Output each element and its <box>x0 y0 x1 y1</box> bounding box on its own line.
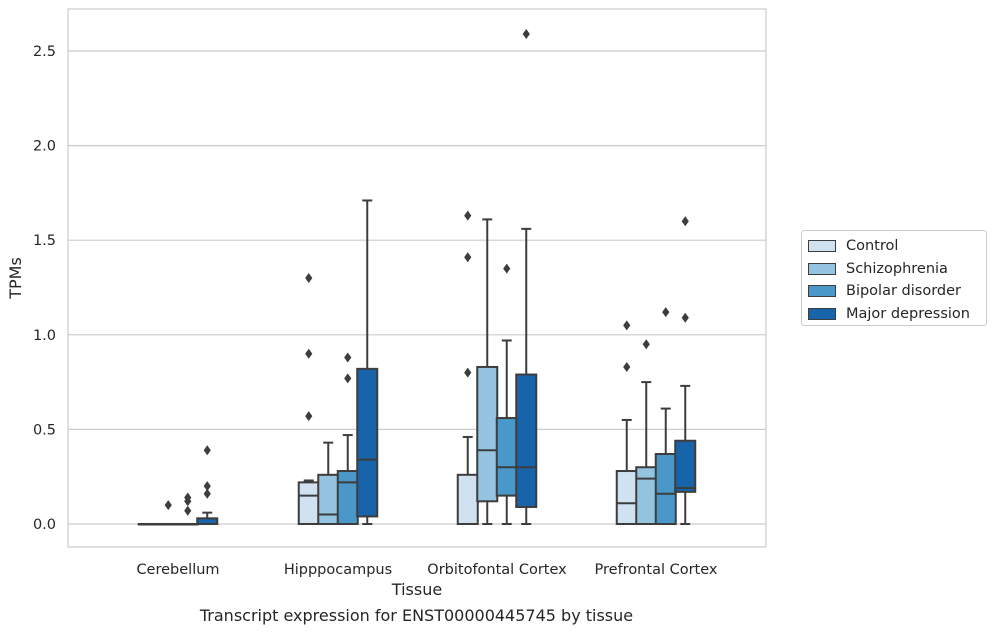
outlier-point <box>305 273 313 284</box>
box-body <box>476 365 499 503</box>
x-tick-label: Orbitofontal Cortex <box>427 562 567 578</box>
box-schizophrenia <box>157 500 180 526</box>
box-major-depression <box>356 199 379 525</box>
box-control <box>615 320 638 525</box>
outlier-point <box>164 500 172 511</box>
plot-frame <box>67 8 767 548</box>
outlier-point <box>305 411 313 422</box>
box-body <box>356 367 379 518</box>
legend-swatch <box>808 285 836 298</box>
legend-label: Control <box>846 238 899 255</box>
box-plot-series <box>137 28 697 526</box>
x-tick-labels: Cerebellum Hipppocampus Orbitofontal Corte… <box>136 562 717 578</box>
outlier-point <box>203 481 211 492</box>
legend-label: Schizophrenia <box>846 260 948 277</box>
y-tick-label: 0.5 <box>33 422 56 438</box>
box-body <box>615 470 638 525</box>
box-body <box>495 417 518 497</box>
legend: Control Schizophrenia Bipolar disorder Majo… <box>801 230 987 326</box>
box-major-depression <box>674 216 697 525</box>
outlier-point <box>503 263 511 274</box>
box-body <box>297 481 320 526</box>
outlier-point <box>344 352 352 363</box>
box-body <box>456 473 479 526</box>
outlier-point <box>623 320 631 331</box>
outlier-point <box>305 348 313 359</box>
box-schizophrenia <box>635 339 658 525</box>
legend-swatch <box>808 307 836 320</box>
outlier-point <box>203 445 211 456</box>
x-axis-label: Tissue <box>391 580 442 599</box>
legend-swatch <box>808 262 836 275</box>
legend-label: Major depression <box>846 305 970 322</box>
outlier-point <box>522 28 530 39</box>
box-bipolar-disorder <box>336 352 359 525</box>
box-schizophrenia <box>476 218 499 525</box>
legend-item: Control <box>808 235 986 258</box>
outlier-point <box>184 505 192 516</box>
y-tick-label: 0.0 <box>33 517 56 533</box>
y-tick-labels: 0.0 0.5 1.0 1.5 2.0 2.5 <box>33 44 56 533</box>
outlier-point <box>642 339 650 350</box>
box-body <box>674 439 697 493</box>
box-body <box>317 473 340 526</box>
y-tick-label: 1.5 <box>33 233 56 249</box>
box-body <box>635 466 658 525</box>
x-tick-label: Prefrontal Cortex <box>595 562 718 578</box>
box-control <box>297 273 320 526</box>
legend-item: Bipolar disorder <box>808 280 986 303</box>
y-axis-label: TPMs <box>6 257 25 300</box>
box-major-depression <box>196 445 219 525</box>
box-control <box>456 210 479 526</box>
y-tick-label: 2.5 <box>33 44 56 60</box>
outlier-point <box>464 367 472 378</box>
outlier-point <box>681 312 689 323</box>
box-body <box>515 373 538 508</box>
outlier-point <box>184 492 192 503</box>
box-major-depression <box>515 28 538 525</box>
legend-swatch <box>808 240 836 253</box>
y-tick-label: 2.0 <box>33 139 56 155</box>
box-body <box>654 452 677 525</box>
box-control <box>137 523 160 526</box>
box-body <box>336 470 359 525</box>
figure-caption: Transcript expression for ENST0000044574… <box>199 606 634 625</box>
legend-item: Major depression <box>808 303 986 326</box>
outlier-point <box>464 252 472 263</box>
box-schizophrenia <box>317 441 340 526</box>
box-bipolar-disorder <box>176 492 199 526</box>
outlier-point <box>662 307 670 318</box>
outlier-point <box>464 210 472 221</box>
y-tick-label: 1.0 <box>33 328 56 344</box>
outlier-point <box>681 216 689 227</box>
x-tick-label: Cerebellum <box>136 562 219 578</box>
outlier-point <box>623 361 631 372</box>
x-tick-label: Hipppocampus <box>284 562 392 578</box>
box-bipolar-disorder <box>654 307 677 525</box>
legend-item: Schizophrenia <box>808 258 986 281</box>
box-bipolar-disorder <box>495 263 518 525</box>
outlier-point <box>203 488 211 499</box>
legend-label: Bipolar disorder <box>846 283 961 300</box>
outlier-point <box>344 373 352 384</box>
